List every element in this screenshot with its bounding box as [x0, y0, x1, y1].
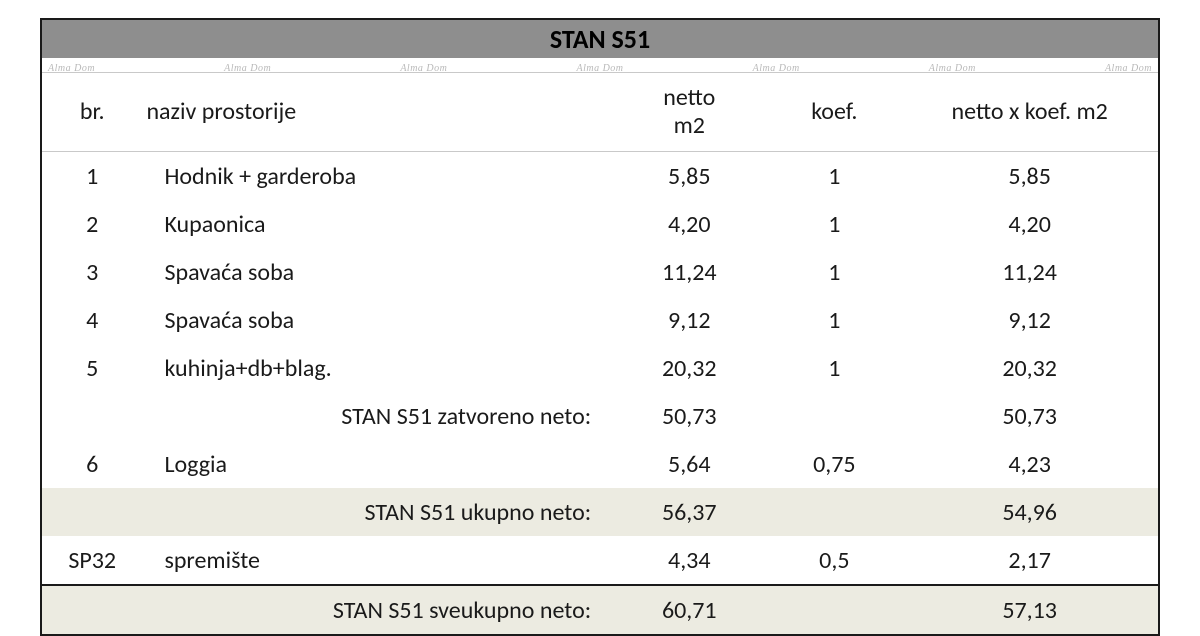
watermark-text: Alma Dom — [400, 63, 447, 74]
cell-koef: 0,5 — [767, 536, 901, 585]
cell-koef — [767, 392, 901, 440]
cell-br: 3 — [42, 248, 142, 296]
header-net-line1: netto — [663, 83, 715, 112]
cell-name: STAN S51 zatvoreno neto: — [142, 392, 611, 440]
cell-name: spremište — [142, 536, 611, 585]
cell-net: 9,12 — [611, 296, 767, 344]
cell-net: 4,34 — [611, 536, 767, 585]
table-row: 3Spavaća soba11,24111,24 — [42, 248, 1158, 296]
cell-name: Kupaonica — [142, 200, 611, 248]
cell-br — [42, 488, 142, 536]
cell-koef — [767, 488, 901, 536]
cell-net: 60,71 — [611, 585, 767, 634]
cell-net: 20,32 — [611, 344, 767, 392]
header-calc: netto x koef. m2 — [901, 73, 1158, 152]
cell-name: Spavaća soba — [142, 296, 611, 344]
cell-net: 11,24 — [611, 248, 767, 296]
header-row: br. naziv prostorije nettom2 koef. netto… — [42, 73, 1158, 152]
watermark-cell: Alma Dom Alma Dom Alma Dom Alma Dom Alma Dom… — [42, 58, 1158, 73]
watermark-text: Alma Dom — [1105, 63, 1152, 74]
cell-name: Spavaća soba — [142, 248, 611, 296]
cell-net: 4,20 — [611, 200, 767, 248]
cell-calc: 4,23 — [901, 440, 1158, 488]
table-container: STAN S51 Alma DomAlma DomAlma DomAlma Do… — [40, 18, 1160, 636]
summary-row: STAN S51 sveukupno neto:60,71 57,13 — [42, 585, 1158, 634]
cell-net: 5,64 — [611, 440, 767, 488]
table-body: STAN S51 Alma DomAlma DomAlma DomAlma Do… — [42, 20, 1158, 634]
cell-calc: 54,96 — [901, 488, 1158, 536]
cell-koef: 1 — [767, 200, 901, 248]
table-row: SP32spremište4,340,52,17 — [42, 536, 1158, 585]
cell-name: Loggia — [142, 440, 611, 488]
table-row: 2Kupaonica4,2014,20 — [42, 200, 1158, 248]
cell-name: Hodnik + garderoba — [142, 152, 611, 201]
table-title: STAN S51 — [42, 20, 1158, 58]
cell-calc: 57,13 — [901, 585, 1158, 634]
cell-br: 4 — [42, 296, 142, 344]
cell-net: 56,37 — [611, 488, 767, 536]
summary-row: STAN S51 ukupno neto:56,37 54,96 — [42, 488, 1158, 536]
cell-br — [42, 585, 142, 634]
watermark-text: Alma Dom — [929, 63, 976, 74]
cell-koef: 1 — [767, 248, 901, 296]
cell-br: 6 — [42, 440, 142, 488]
cell-br: SP32 — [42, 536, 142, 585]
cell-calc: 50,73 — [901, 392, 1158, 440]
header-name: naziv prostorije — [142, 73, 611, 152]
watermark-text: Alma Dom — [753, 63, 800, 74]
cell-calc: 11,24 — [901, 248, 1158, 296]
table-row: 1Hodnik + garderoba5,8515,85 — [42, 152, 1158, 201]
title-row: STAN S51 — [42, 20, 1158, 58]
cell-br: 5 — [42, 344, 142, 392]
cell-net: 5,85 — [611, 152, 767, 201]
cell-br: 2 — [42, 200, 142, 248]
watermark-text: Alma Dom — [576, 63, 623, 74]
cell-koef: 1 — [767, 344, 901, 392]
page: STAN S51 Alma DomAlma DomAlma DomAlma Do… — [0, 0, 1200, 606]
cell-net: 50,73 — [611, 392, 767, 440]
watermark-row: Alma Dom Alma Dom Alma Dom Alma Dom Alma Dom… — [42, 58, 1158, 73]
cell-koef: 1 — [767, 152, 901, 201]
cell-calc: 9,12 — [901, 296, 1158, 344]
watermark-text: Alma Dom — [224, 63, 271, 74]
cell-calc: 20,32 — [901, 344, 1158, 392]
header-net-line2: m2 — [674, 111, 705, 140]
watermark-text: Alma Dom — [48, 63, 95, 74]
cell-calc: 2,17 — [901, 536, 1158, 585]
summary-row: STAN S51 zatvoreno neto:50,7350,73 — [42, 392, 1158, 440]
table-row: 6Loggia5,640,754,23 — [42, 440, 1158, 488]
table-row: 5kuhinja+db+blag.20,32120,32 — [42, 344, 1158, 392]
header-br: br. — [42, 73, 142, 152]
header-net: nettom2 — [611, 73, 767, 152]
cell-br — [42, 392, 142, 440]
cell-calc: 4,20 — [901, 200, 1158, 248]
header-koef: koef. — [767, 73, 901, 152]
cell-br: 1 — [42, 152, 142, 201]
cell-koef — [767, 585, 901, 634]
cell-koef: 1 — [767, 296, 901, 344]
apartment-table: STAN S51 Alma DomAlma DomAlma DomAlma Do… — [42, 20, 1158, 634]
table-row: 4Spavaća soba9,1219,12 — [42, 296, 1158, 344]
cell-calc: 5,85 — [901, 152, 1158, 201]
cell-name: kuhinja+db+blag. — [142, 344, 611, 392]
cell-name: STAN S51 ukupno neto: — [142, 488, 611, 536]
watermark-strip: Alma Dom Alma Dom Alma Dom Alma Dom Alma Dom… — [42, 63, 1158, 74]
cell-name: STAN S51 sveukupno neto: — [142, 585, 611, 634]
cell-koef: 0,75 — [767, 440, 901, 488]
